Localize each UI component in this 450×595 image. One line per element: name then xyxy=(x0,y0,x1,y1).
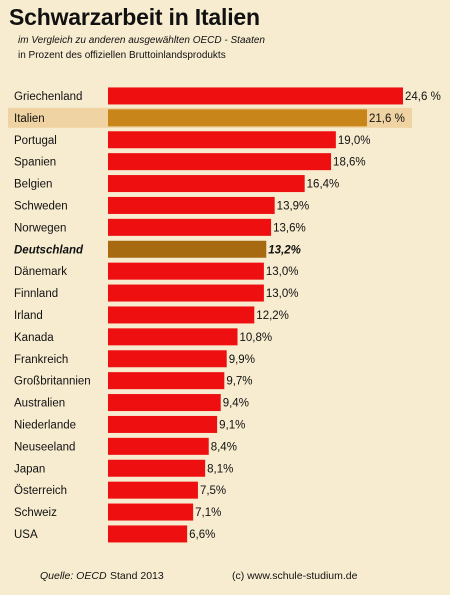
bar-portugal xyxy=(108,131,336,149)
value-label-portugal: 19,0% xyxy=(338,135,371,147)
category-label-daenemark: Dänemark xyxy=(14,266,67,278)
value-label-belgien: 16,4% xyxy=(307,179,340,191)
value-label-deutschland: 13,2% xyxy=(268,244,301,256)
value-label-usa: 6,6% xyxy=(189,529,215,541)
bar-norwegen xyxy=(108,218,272,236)
value-label-italien: 21,6 % xyxy=(369,113,405,125)
category-label-oesterreich: Österreich xyxy=(14,485,67,497)
bar-griechenland xyxy=(108,87,403,105)
category-label-griechenland: Griechenland xyxy=(14,91,82,103)
value-label-finnland: 13,0% xyxy=(266,288,299,300)
bar-daenemark xyxy=(108,262,264,280)
bar-belgien xyxy=(108,175,305,193)
bar-usa xyxy=(108,525,188,543)
category-label-neuseeland: Neuseeland xyxy=(14,441,75,453)
bar-kanada xyxy=(108,328,238,346)
value-label-spanien: 18,6% xyxy=(333,157,366,169)
value-label-norwegen: 13,6% xyxy=(273,222,306,234)
bar-grossbritannien xyxy=(108,372,225,390)
category-label-grossbritannien: Großbritannien xyxy=(14,376,91,388)
bar-spanien xyxy=(108,153,332,171)
chart-subtitle-unit: in Prozent des offiziellen Bruttoinlands… xyxy=(18,50,226,61)
category-label-italien: Italien xyxy=(14,113,45,125)
value-label-schweiz: 7,1% xyxy=(195,507,221,519)
category-label-irland: Irland xyxy=(14,310,43,322)
chart-subtitle: im Vergleich zu anderen ausgewählten OEC… xyxy=(18,35,265,46)
bar-schweiz xyxy=(108,503,194,521)
category-label-spanien: Spanien xyxy=(14,157,56,169)
bar-irland xyxy=(108,306,255,324)
category-label-belgien: Belgien xyxy=(14,179,52,191)
value-label-frankreich: 9,9% xyxy=(229,354,255,366)
bar-oesterreich xyxy=(108,481,198,499)
stand-label: Stand 2013 xyxy=(110,570,164,582)
bar-italien xyxy=(108,109,368,127)
value-label-daenemark: 13,0% xyxy=(266,266,299,278)
bar-finnland xyxy=(108,284,264,302)
category-label-schweiz: Schweiz xyxy=(14,507,57,519)
bar-deutschland xyxy=(108,240,267,258)
bar-japan xyxy=(108,459,206,477)
bar-schweden xyxy=(108,196,275,214)
category-label-niederlande: Niederlande xyxy=(14,419,76,431)
value-label-grossbritannien: 9,7% xyxy=(226,376,252,388)
category-label-australien: Australien xyxy=(14,398,65,410)
bar-australien xyxy=(108,394,221,412)
category-label-finnland: Finnland xyxy=(14,288,58,300)
category-label-japan: Japan xyxy=(14,463,45,475)
value-label-australien: 9,4% xyxy=(223,398,249,410)
category-label-frankreich: Frankreich xyxy=(14,354,68,366)
chart-title: Schwarzarbeit in Italien xyxy=(9,4,260,30)
category-label-schweden: Schweden xyxy=(14,200,68,212)
source-label: Quelle: OECD xyxy=(40,570,107,582)
value-label-kanada: 10,8% xyxy=(240,332,273,344)
bar-niederlande xyxy=(108,415,218,433)
category-label-deutschland: Deutschland xyxy=(14,244,84,256)
value-label-griechenland: 24,6 % xyxy=(405,91,441,103)
copyright-label: (c) www.schule-studium.de xyxy=(232,570,358,582)
bar-neuseeland xyxy=(108,437,209,455)
category-label-usa: USA xyxy=(14,529,38,541)
bar-frankreich xyxy=(108,350,227,368)
value-label-schweden: 13,9% xyxy=(277,200,310,212)
category-label-kanada: Kanada xyxy=(14,332,54,344)
value-label-niederlande: 9,1% xyxy=(219,419,245,431)
value-label-japan: 8,1% xyxy=(207,463,233,475)
value-label-irland: 12,2% xyxy=(256,310,289,322)
value-label-oesterreich: 7,5% xyxy=(200,485,226,497)
category-label-norwegen: Norwegen xyxy=(14,222,66,234)
category-label-portugal: Portugal xyxy=(14,135,57,147)
value-label-neuseeland: 8,4% xyxy=(211,441,237,453)
